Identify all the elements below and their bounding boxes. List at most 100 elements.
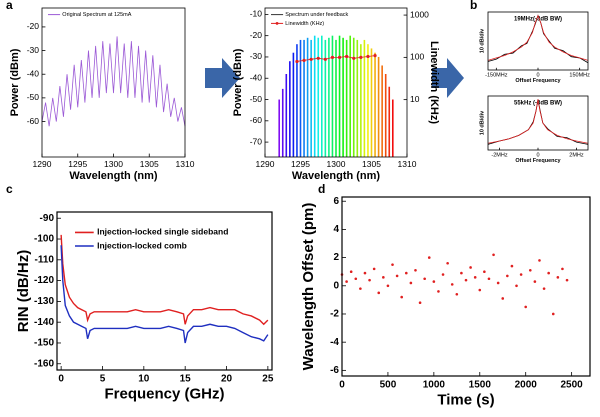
series-line	[487, 14, 589, 61]
y-tick-label: 0	[333, 280, 339, 291]
x-tick-label: 500	[380, 380, 397, 391]
y-axis-label: Power (dBm)	[9, 48, 21, 116]
point	[496, 281, 500, 285]
series-line	[60, 245, 269, 344]
y-tick-label: -50	[250, 94, 263, 104]
y-axis-label: 10 dB/div	[479, 28, 485, 53]
legend-label: Injection-locked comb	[97, 240, 187, 250]
point	[506, 274, 509, 278]
point	[565, 278, 569, 282]
y-tick-label: -130	[34, 296, 54, 307]
point	[382, 276, 385, 279]
point	[533, 280, 537, 283]
y-axis-label: 10 dB/div	[479, 110, 485, 135]
x-axis-label: Wavelength (nm)	[69, 170, 158, 182]
point	[469, 266, 472, 269]
chart-title: 55kHz (-3dB BW)	[514, 101, 562, 107]
point	[515, 284, 518, 288]
point	[446, 261, 449, 265]
x-tick-label: 0	[58, 374, 64, 385]
plot-frame	[341, 196, 591, 377]
point	[528, 268, 532, 272]
y-tick-label: -40	[27, 68, 40, 78]
y-tick-label: 2	[333, 252, 339, 263]
panel-label: a	[6, 0, 13, 12]
x-tick-label: 1310	[398, 159, 417, 169]
point	[524, 305, 528, 309]
x-tick-label: 1300	[104, 159, 123, 169]
series-marker	[309, 57, 313, 61]
point	[487, 277, 491, 281]
y-tick-label: -140	[34, 317, 54, 328]
point	[437, 290, 440, 293]
y-tick-label: -120	[34, 275, 54, 286]
point	[345, 280, 348, 283]
y-tick-label: -110	[35, 254, 55, 265]
series-marker	[302, 58, 306, 62]
y-tick-label: -6	[330, 365, 339, 376]
y-tick-label: -150	[34, 338, 54, 349]
series-marker	[295, 59, 299, 64]
point	[547, 271, 550, 275]
x-axis-label: Time (s)	[437, 392, 494, 409]
y-tick-label: -70	[250, 136, 263, 146]
x-tick-label: 1000	[423, 380, 446, 391]
x-tick-label: 10	[138, 374, 150, 385]
x-tick-label: -150MHz	[485, 72, 508, 78]
legend-label: Original Spectrum at 125mA	[62, 12, 131, 18]
y-tick-label: -50	[27, 92, 40, 102]
point	[510, 264, 514, 268]
point	[460, 271, 463, 275]
chart-title: 19MHz(-3dB BW)	[514, 17, 562, 23]
x-tick-label: 2500	[561, 380, 584, 391]
y-tick-label: -10	[250, 9, 263, 19]
legend-label: Spectrum under feedback	[285, 12, 348, 18]
series-marker	[316, 56, 320, 60]
point	[354, 277, 358, 281]
x-tick-label: 1300	[327, 159, 346, 169]
point	[349, 270, 353, 274]
series-marker	[373, 54, 377, 58]
x-tick-label: 1310	[176, 159, 195, 169]
legend-label: Linewidth (KHz)	[285, 21, 324, 27]
point	[391, 263, 394, 266]
x-tick-label: 25	[262, 374, 274, 385]
point	[519, 273, 523, 276]
panel-label: b	[470, 0, 477, 12]
point	[368, 278, 371, 282]
series-marker	[330, 55, 335, 59]
y-tick-label: -40	[250, 72, 263, 82]
series-line	[487, 99, 589, 144]
x-tick-label: 0	[339, 380, 345, 391]
x-axis-label: Offset Frequency	[515, 78, 561, 84]
x-tick-label: 1305	[140, 159, 159, 169]
point	[372, 267, 376, 271]
point	[556, 276, 560, 279]
x-tick-label: -2MHz	[491, 152, 507, 158]
plot-frame	[264, 7, 408, 158]
x-tick-label: 2MHz	[569, 152, 584, 158]
point	[450, 283, 454, 286]
y-tick-label: -90	[40, 213, 55, 224]
point	[501, 297, 505, 300]
x-tick-label: 1500	[469, 380, 492, 391]
x-tick-label: 150MHz	[569, 72, 590, 78]
x-tick-label: 15	[180, 374, 192, 385]
legend-marker	[275, 22, 279, 25]
y2-axis-label: Linewidth (KHz)	[428, 41, 440, 124]
series-marker	[366, 54, 370, 59]
arrow	[205, 58, 240, 98]
point	[427, 256, 431, 259]
plot-frame	[41, 7, 186, 158]
plot-frame	[56, 211, 273, 371]
point	[473, 276, 477, 279]
series-line	[41, 36, 186, 127]
y-tick-label: -4	[330, 337, 339, 348]
arrow	[432, 58, 464, 98]
y-tick-label: -160	[34, 358, 54, 369]
x-tick-label: 1295	[68, 159, 87, 169]
point	[414, 268, 417, 272]
y2-tick-label: 100	[410, 52, 424, 62]
y-tick-label: -2	[330, 309, 339, 320]
y-axis-label: Power (dBm)	[232, 48, 244, 116]
